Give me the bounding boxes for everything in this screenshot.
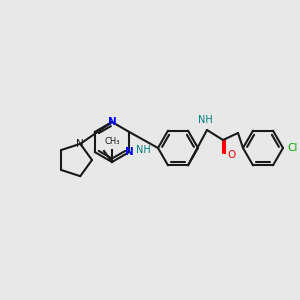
Text: N: N <box>125 147 134 157</box>
Text: NH: NH <box>136 145 151 155</box>
Text: N: N <box>76 139 84 149</box>
Text: Cl: Cl <box>287 143 297 153</box>
Text: O: O <box>227 150 235 160</box>
Text: CH₃: CH₃ <box>104 137 120 146</box>
Text: NH: NH <box>198 115 212 125</box>
Text: N: N <box>108 117 116 127</box>
